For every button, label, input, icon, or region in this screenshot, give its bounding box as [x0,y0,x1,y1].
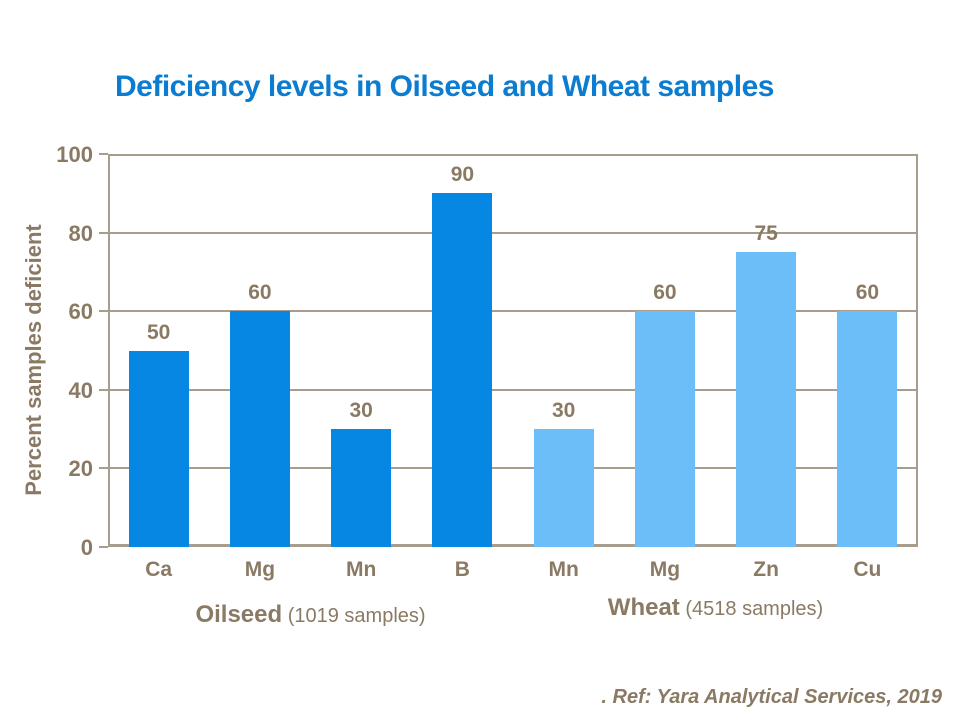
y-axis-title: Percent samples deficient [21,224,46,496]
bar-wheat-mn [533,429,594,547]
bar-value-wheat-mg: 60 [653,281,677,305]
y-tick-label-20: 20 [68,456,93,482]
bar-wheat-mg [634,311,695,547]
y-tick-0 [99,546,108,548]
bar-oilseed-mg [229,311,290,547]
bar-oilseed-mn [331,429,392,547]
bar-wheat-cu [837,311,898,547]
group-label-oilseed: Oilseed (1019 samples) [195,601,425,629]
y-tick-label-60: 60 [68,299,93,325]
bar-wheat-zn [736,252,797,547]
chart-title: Deficiency levels in Oilseed and Wheat s… [115,70,774,103]
y-tick-label-100: 100 [56,142,93,167]
gridline-80 [108,231,918,234]
y-tick-20 [99,467,108,470]
x-category-label-wheat-zn: Zn [753,558,779,581]
x-category-label-oilseed-b: B [454,558,470,581]
bar-value-oilseed-mg: 60 [248,281,272,305]
x-category-label-oilseed-mn: Mn [345,558,377,581]
bar-value-wheat-mn: 30 [551,399,576,423]
bar-value-oilseed-mn: 30 [349,399,373,423]
group-label-wheat: Wheat (4518 samples) [608,594,823,622]
y-tick-60 [99,310,108,313]
bar-value-oilseed-ca: 50 [146,320,171,344]
y-tick-100 [99,153,108,155]
y-tick-label-40: 40 [68,377,93,403]
bar-value-oilseed-b: 90 [450,163,475,187]
bar-oilseed-ca [128,350,189,547]
x-category-label-wheat-cu: Cu [853,558,882,581]
x-category-label-wheat-mg: Mg [649,558,681,581]
y-tick-80 [99,231,108,234]
group-note-oilseed: (1019 samples) [282,605,426,627]
bar-oilseed-b [432,193,493,547]
group-name-wheat: Wheat [607,594,680,621]
group-note-wheat: (4518 samples) [679,598,824,620]
reference-note: . Ref: Yara Analytical Services, 2019 [601,686,942,708]
plot-area [108,154,918,547]
x-category-label-wheat-mn: Mn [548,558,579,581]
bar-value-wheat-cu: 60 [855,281,880,305]
x-category-label-oilseed-ca: Ca [145,558,173,581]
x-category-label-oilseed-mg: Mg [244,558,276,581]
y-tick-label-0: 0 [80,535,93,560]
gridline-20 [108,467,918,470]
group-name-oilseed: Oilseed [195,601,283,628]
y-tick-label-80: 80 [68,220,93,246]
gridline-40 [108,388,918,391]
bar-value-wheat-zn: 75 [754,222,778,246]
y-tick-40 [99,388,108,391]
gridline-60 [108,310,918,313]
